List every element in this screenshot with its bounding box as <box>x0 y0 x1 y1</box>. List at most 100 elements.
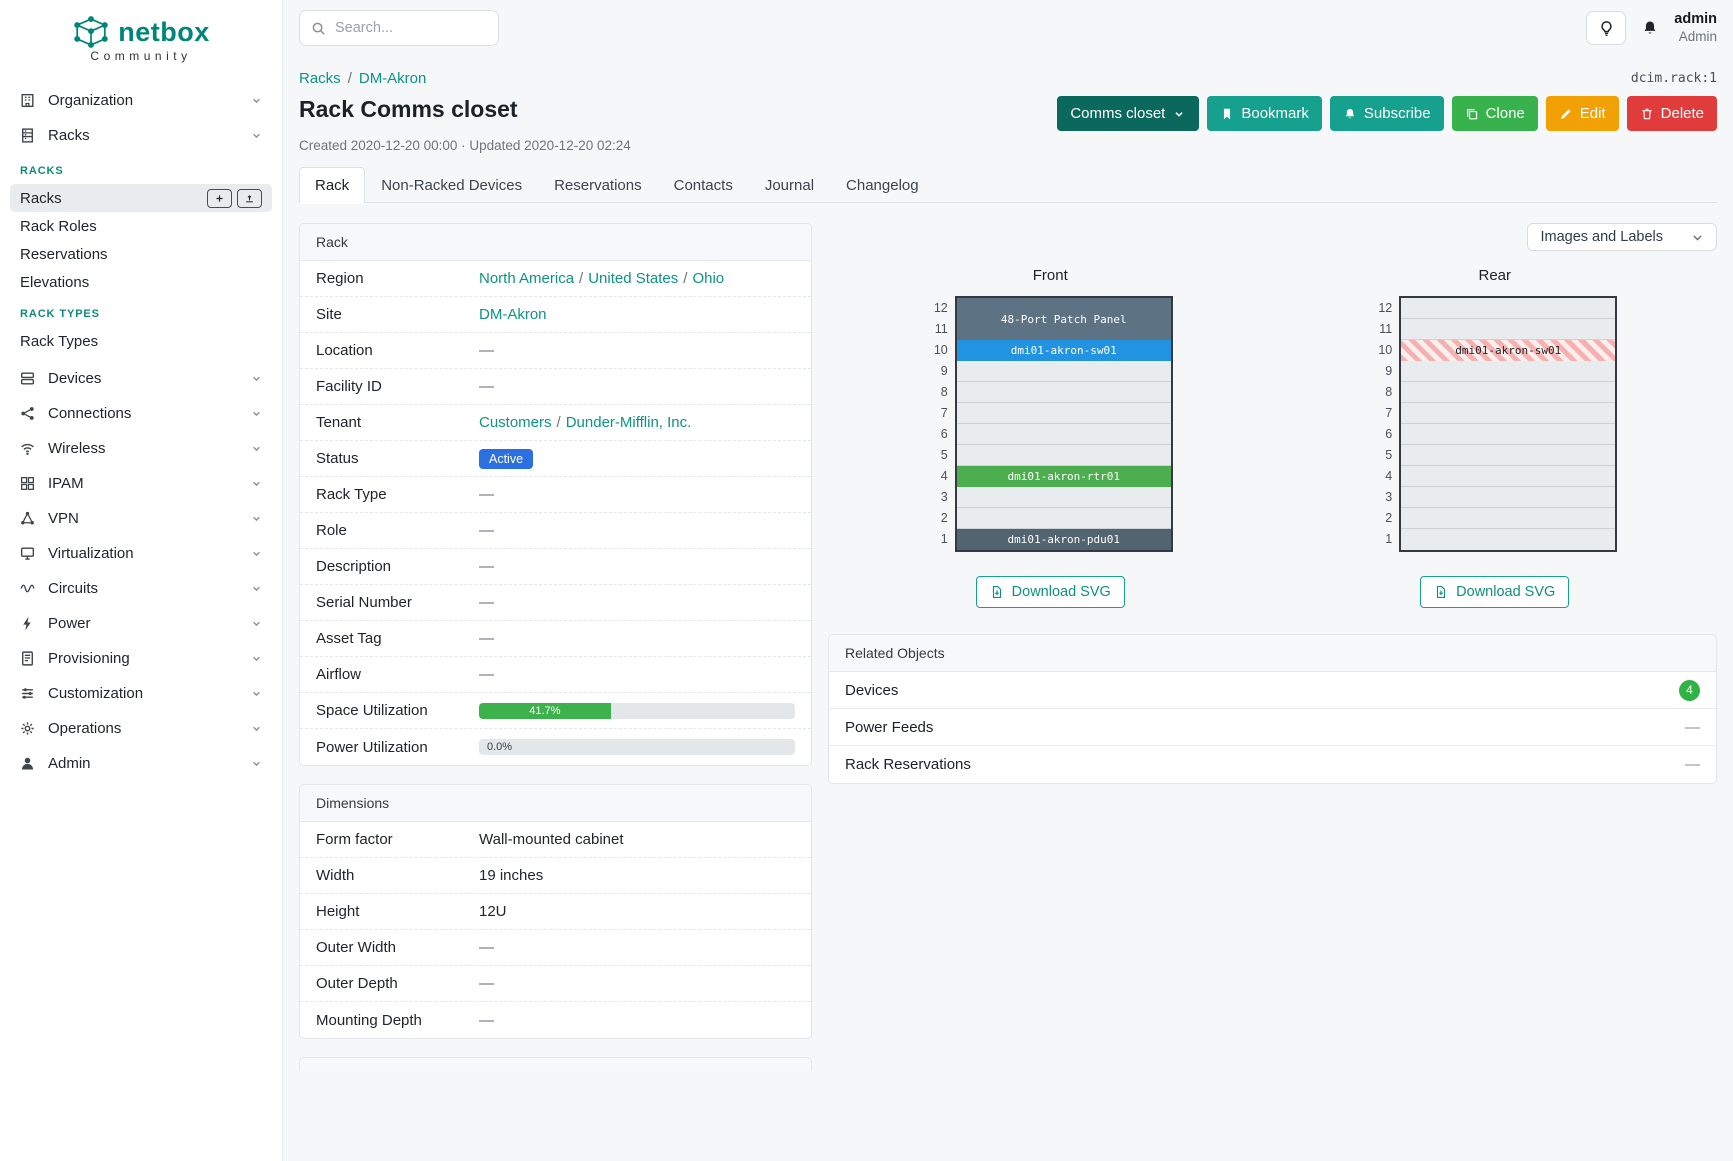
rack-slot-u7[interactable] <box>1401 403 1616 424</box>
edit-button[interactable]: Edit <box>1545 96 1619 131</box>
search-input[interactable] <box>335 20 487 36</box>
sidebar-subitem-rack-types[interactable]: Rack Types <box>20 332 99 350</box>
link-dm-akron[interactable]: DM-Akron <box>479 306 547 323</box>
rack-slot-u2[interactable] <box>956 508 1171 529</box>
link-north-america[interactable]: North America <box>479 270 575 287</box>
rack-slot-u8[interactable] <box>1401 382 1616 403</box>
comms-closet-button[interactable]: Comms closet <box>1057 96 1200 131</box>
rack-device-dmi01-akron-sw01[interactable]: dmi01-akron-sw01 <box>1401 340 1616 361</box>
submenu-heading-racks: RACKS <box>20 165 64 177</box>
user-menu[interactable]: admin Admin <box>1674 11 1717 44</box>
rack-slot-u5[interactable] <box>956 445 1171 466</box>
title-row: Rack Comms closet Comms closet Bookmark Su… <box>299 96 1717 131</box>
wireless-icon <box>21 443 34 455</box>
related-row-power-feeds[interactable]: Power Feeds — <box>829 709 1716 746</box>
tab-reservations[interactable]: Reservations <box>554 177 642 194</box>
link-dunder-mifflin-inc[interactable]: Dunder-Mifflin, Inc. <box>565 414 692 431</box>
rack-slot-u6[interactable] <box>956 424 1171 445</box>
chevron-down-icon <box>250 652 263 665</box>
subscribe-button[interactable]: Subscribe <box>1329 96 1444 131</box>
images-labels-select[interactable]: Images and Labels <box>1527 223 1717 251</box>
attr-row-power-utilization: Power Utilization 0.0% <box>300 729 811 765</box>
chevron-down-icon <box>250 407 263 420</box>
rack-device-dmi01-akron-sw01[interactable]: dmi01-akron-sw01 <box>956 340 1171 361</box>
sidebar-item-provisioning[interactable]: Provisioning <box>10 641 272 676</box>
sidebar-item-wireless[interactable]: Wireless <box>10 431 272 466</box>
rack-device-48-port-patch-panel[interactable]: 48-Port Patch Panel <box>956 298 1171 340</box>
attr-row-rack-type: Rack Type — <box>300 477 811 513</box>
rack-slot-u2[interactable] <box>1401 508 1616 529</box>
sidebar-item-racks[interactable]: Racks <box>10 118 272 153</box>
notifications-button[interactable] <box>1641 19 1659 37</box>
rack-slot-u9[interactable] <box>956 361 1171 382</box>
brand-name: netbox <box>118 16 210 47</box>
user-name: admin <box>1674 11 1717 28</box>
devices-icon <box>20 372 35 385</box>
rack-slot-u1[interactable] <box>1401 529 1616 550</box>
sidebar-subitem-racks[interactable]: Racks <box>10 184 272 212</box>
related-row-rack-reservations[interactable]: Rack Reservations — <box>845 756 1700 773</box>
search-icon <box>312 22 325 35</box>
operations-icon <box>21 722 34 735</box>
rack-slot-u4[interactable] <box>1401 466 1616 487</box>
sidebar-subitem-elevations[interactable]: Elevations <box>20 273 90 291</box>
netbox-logo[interactable]: netbox Community <box>0 10 282 67</box>
global-search[interactable] <box>299 10 499 46</box>
sidebar-item-circuits[interactable]: Circuits <box>10 571 272 606</box>
customization-icon <box>19 685 37 702</box>
sidebar-item-devices[interactable]: Devices <box>10 361 272 396</box>
sidebar-item-ipam[interactable]: IPAM <box>10 466 272 501</box>
rack-slot-u6[interactable] <box>1401 424 1616 445</box>
delete-button[interactable]: Delete <box>1626 96 1717 131</box>
sidebar-item-organization[interactable]: Organization <box>10 83 272 118</box>
racks-submenu: RACKS Racks Rack Roles Reservations Elevatio… <box>10 153 272 361</box>
rear-download-svg-button[interactable]: Download SVG <box>1420 576 1570 608</box>
sidebar-item-customization[interactable]: Customization <box>10 676 272 711</box>
breadcrumb-dm-akron[interactable]: DM-Akron <box>358 70 427 87</box>
clone-button[interactable]: Clone <box>1451 96 1538 131</box>
virtualization-icon <box>20 547 35 560</box>
rack-slot-u9[interactable] <box>1401 361 1616 382</box>
rack-slot-u7[interactable] <box>956 403 1171 424</box>
unit-number-12: 12 <box>1378 301 1393 315</box>
rack-panel-rows: Region North America / United States / Ohio Si… <box>300 261 811 765</box>
sidebar-subitem-reservations[interactable]: Reservations <box>20 245 108 263</box>
images-labels-value: Images and Labels <box>1540 229 1663 245</box>
sidebar-item-power[interactable]: Power <box>10 606 272 641</box>
link-ohio[interactable]: Ohio <box>692 270 725 287</box>
sidebar-item-vpn[interactable]: VPN <box>10 501 272 536</box>
link-united-states[interactable]: United States <box>588 270 679 287</box>
tab-changelog[interactable]: Changelog <box>846 177 919 194</box>
theme-toggle-button[interactable] <box>1586 11 1627 45</box>
add-rack-button[interactable] <box>207 188 232 208</box>
link-customers[interactable]: Customers <box>479 414 552 431</box>
tab-rack[interactable]: Rack <box>299 167 366 203</box>
sidebar-item-operations[interactable]: Operations <box>10 711 272 746</box>
view-selector-row: Images and Labels <box>828 223 1717 251</box>
tab-journal[interactable]: Journal <box>764 177 815 194</box>
sidebar-subitem-rack-roles[interactable]: Rack Roles <box>20 217 97 235</box>
rack-slot-u11[interactable] <box>1401 319 1616 340</box>
rack-slot-u12[interactable] <box>1401 298 1616 319</box>
attr-row-outer-depth: Outer Depth — <box>300 966 811 1002</box>
import-racks-button[interactable] <box>237 188 262 208</box>
rack-slot-u8[interactable] <box>956 382 1171 403</box>
bookmark-button[interactable]: Bookmark <box>1207 96 1322 131</box>
tab-contacts[interactable]: Contacts <box>673 177 733 194</box>
attr-row-airflow: Airflow — <box>300 657 811 693</box>
front-download-svg-button[interactable]: Download SVG <box>975 576 1125 608</box>
breadcrumb: Racks / DM-Akron <box>299 70 426 87</box>
sidebar-item-connections[interactable]: Connections <box>10 396 272 431</box>
sidebar-item-virtualization[interactable]: Virtualization <box>10 536 272 571</box>
rack-device-dmi01-akron-pdu01[interactable]: dmi01-akron-pdu01 <box>956 529 1171 550</box>
rack-slot-u5[interactable] <box>1401 445 1616 466</box>
rack-slot-u3[interactable] <box>1401 487 1616 508</box>
related-row-devices[interactable]: Devices 4 <box>829 672 1716 709</box>
rack-slot-u3[interactable] <box>956 487 1171 508</box>
rack-device-dmi01-akron-rtr01[interactable]: dmi01-akron-rtr01 <box>956 466 1171 487</box>
unit-number-5: 5 <box>1385 448 1393 462</box>
unit-number-4: 4 <box>1385 469 1393 483</box>
breadcrumb-racks[interactable]: Racks <box>299 70 341 87</box>
sidebar-item-admin[interactable]: Admin <box>10 746 272 781</box>
tab-non-racked-devices[interactable]: Non-Racked Devices <box>381 177 523 194</box>
